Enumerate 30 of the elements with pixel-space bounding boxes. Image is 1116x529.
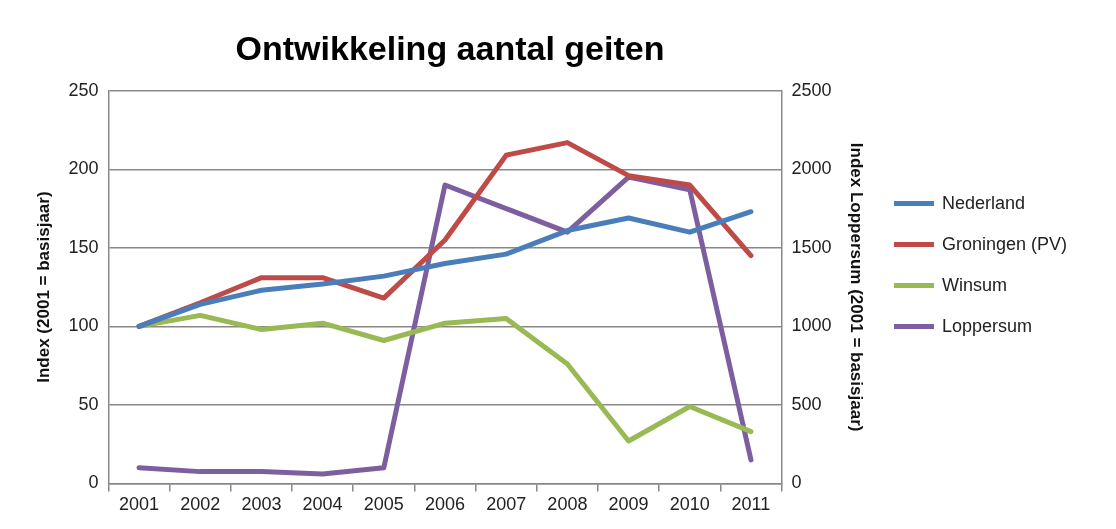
y2-tick-label: 2500 [791,79,832,100]
y-tick-label: 100 [68,315,99,336]
y2-axis-title: Index Loppersum (2001 = basisjaar) [847,142,867,432]
y-axis-title: Index (2001 = basisjaar) [33,191,53,383]
y2-tick-label: 500 [791,393,822,414]
x-tick-label: 2007 [486,494,527,515]
x-tick-label: 2001 [119,494,160,515]
y2-tick-label: 1500 [791,236,832,257]
x-tick-label: 2003 [241,494,282,515]
y-tick-label: 0 [88,472,99,493]
x-tick-label: 2009 [608,494,649,515]
chart-title: Ontwikkeling aantal geiten [235,28,665,67]
y-tick-label: 250 [68,79,99,100]
x-tick-label: 2004 [302,494,343,515]
x-tick-label: 2011 [731,494,771,515]
x-tick-label: 2006 [424,494,466,515]
y-tick-label: 50 [78,393,99,414]
legend-label: Groningen (PV) [942,233,1068,255]
x-tick-label: 2002 [180,494,221,515]
y2-tick-label: 2000 [791,158,832,179]
y2-tick-label: 0 [791,472,802,493]
x-tick-label: 2010 [669,494,710,515]
legend-label: Nederland [942,192,1026,214]
x-tick-label: 2008 [547,494,588,515]
legend-label: Loppersum [942,315,1033,337]
x-tick-label: 2005 [363,494,404,515]
y2-tick-label: 1000 [791,315,832,336]
y-tick-label: 150 [68,236,99,257]
legend-label: Winsum [942,274,1008,296]
y-tick-label: 200 [68,158,99,179]
